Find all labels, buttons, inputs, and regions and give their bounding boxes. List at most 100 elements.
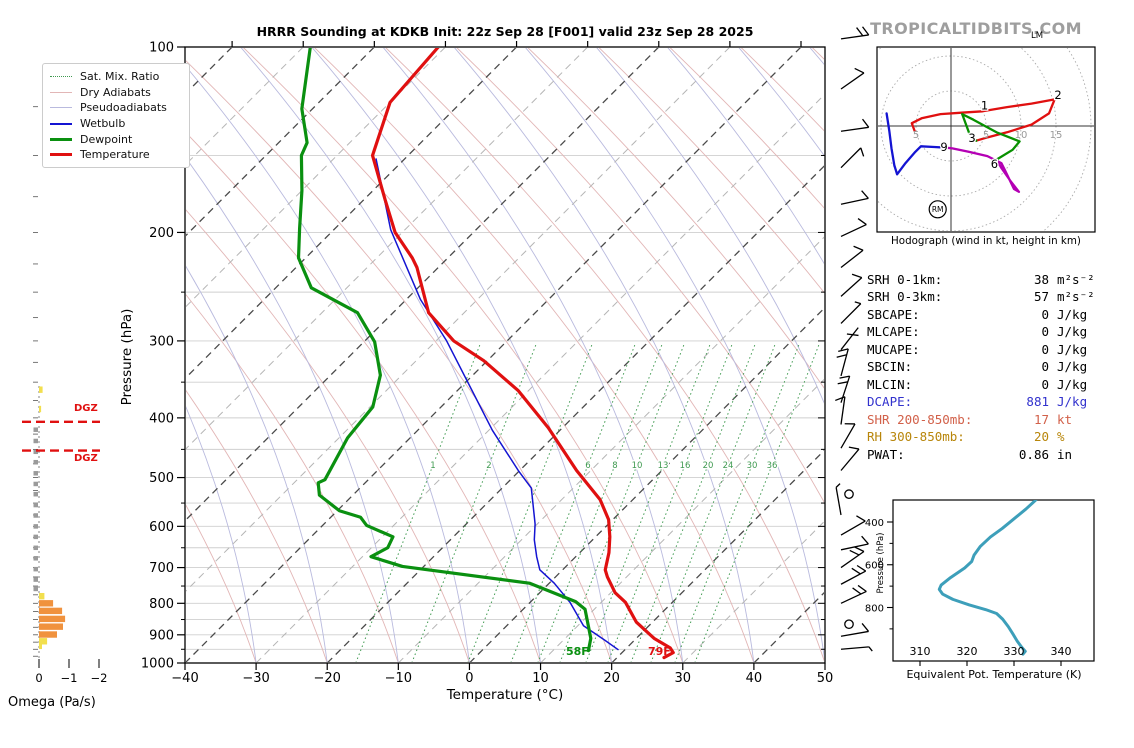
svg-text:20: 20 [703,461,714,471]
theta-e-curve [937,500,1038,656]
svg-text:900: 900 [149,628,174,643]
svg-text:13: 13 [658,461,669,471]
svg-text:−1: −1 [61,671,78,685]
wind-barb [840,515,866,536]
svg-text:30: 30 [675,671,692,686]
dgz-lower-label: DGZ [74,453,98,464]
hodograph-caption: Hodograph (wind in kt, height in km) [891,235,1081,247]
legend-item-dry-adiabats: Dry Adiabats [50,85,182,101]
sat-mix-ratio-line-sample [50,76,72,78]
wind-barb [840,564,867,585]
wind-barb-column [835,26,873,652]
svg-text:10: 10 [532,671,549,686]
svg-text:1000: 1000 [141,657,174,672]
wind-barb [840,327,859,351]
omega-axis-title: Omega (Pa/s) [8,695,96,710]
legend-item-sat-mix-ratio: Sat. Mix. Ratio [50,69,182,85]
hodograph-trace-9km+ [885,112,948,176]
skewt-plot: 1 2 6 8 10 13 16 20 24 30 36 [186,48,824,662]
svg-text:400: 400 [865,518,884,529]
wind-barb [840,546,865,569]
legend-label: Wetbulb [80,117,126,131]
svg-text:330: 330 [1004,645,1025,658]
legend-item-pseudoadiabats: Pseudoadiabats [50,100,182,116]
indices-panel: SRH 0-1km: 38 m²s⁻² SRH 0-3km: 57 m²s⁻² SBCA… [867,271,1119,463]
hodograph-trace-3-6km [961,112,1021,161]
wind-barb [840,446,860,471]
wetbulb-line-sample [50,122,72,125]
svg-text:8: 8 [612,461,617,471]
legend-label: Sat. Mix. Ratio [80,70,160,84]
dewpoint-curve [296,48,593,653]
svg-text:5: 5 [913,130,919,141]
index-row-dcape: DCAPE: 881 J/kg [867,394,1088,410]
wind-barb [835,396,846,425]
legend-label: Dry Adiabats [80,85,151,99]
svg-text:700: 700 [149,561,174,576]
left-mover-label: LM [1031,31,1044,41]
svg-text:320: 320 [957,645,978,658]
page-title: HRRR Sounding at KDKB Init: 22z Sep 28 [… [256,24,754,39]
svg-text:400: 400 [149,411,174,426]
svg-text:300: 300 [149,334,174,349]
dry-adiabat-line-sample [50,91,72,93]
legend-box: Sat. Mix. Ratio Dry Adiabats Pseudoadiab… [42,63,190,168]
svg-text:24: 24 [723,461,734,471]
temperature-curve [370,48,675,660]
theta-e-x-axis-title: Equivalent Pot. Temperature (K) [906,668,1082,681]
svg-text:6: 6 [585,461,590,471]
wind-barb [840,218,867,238]
wind-barb [835,483,842,516]
wind-barb [840,423,856,449]
hodograph-trace-6-9km [944,146,1021,193]
svg-text:50: 50 [817,671,834,686]
svg-text:−10: −10 [385,671,412,686]
legend-label: Dewpoint [80,132,133,146]
wind-barb [840,623,870,637]
svg-text:40: 40 [746,671,763,686]
svg-text:310: 310 [910,645,931,658]
index-row-mlcape: MLCAPE: 0 J/kg [867,324,1088,340]
pseudoadiabat-line-sample [50,107,72,109]
wind-barb [836,348,849,377]
svg-text:340: 340 [1051,645,1072,658]
svg-text:100: 100 [149,41,174,56]
hodograph: 5 5 10 15 1 2 3 6 9 RM [876,46,1096,233]
svg-text:36: 36 [767,461,778,471]
skewt-y-axis-title: Pressure (hPa) [119,308,135,406]
index-row-mucape: MUCAPE: 0 J/kg [867,341,1088,357]
svg-text:−30: −30 [242,671,269,686]
index-row-pwat: PWAT: 0.86 in [867,446,1073,462]
site-logo: TROPICALTIDBITS.COM [870,19,1082,38]
wind-barb [844,489,854,500]
wind-barb [840,67,865,90]
index-row-sbcin: SBCIN: 0 J/kg [867,359,1088,375]
dgz-upper-label: DGZ [74,403,98,414]
legend-item-temperature: Temperature [50,147,182,163]
svg-text:800: 800 [865,603,884,614]
svg-text:−20: −20 [314,671,341,686]
omega-panel: 0 −1 −2 [22,106,108,685]
index-row-shr: SHR 200-850mb: 17 kt [867,411,1073,427]
svg-text:30: 30 [747,461,758,471]
legend-label: Pseudoadiabats [80,101,167,115]
svg-text:−2: −2 [91,671,108,685]
index-row-srh-0-1km: SRH 0-1km: 38 m²s⁻² [867,272,1095,287]
wind-barb [840,301,862,324]
legend-item-dewpoint: Dewpoint [50,131,182,147]
index-row-mlcin: MLCIN: 0 J/kg [867,376,1088,392]
svg-text:5: 5 [983,130,989,141]
wind-barb [840,118,870,132]
wind-barb [840,646,873,652]
wind-barb [840,190,869,205]
svg-text:200: 200 [149,226,174,241]
svg-text:500: 500 [149,471,174,486]
theta-e-panel: 400 600 800 310 320 330 340 [865,499,1095,666]
surface-temperature-label: 79F [648,645,671,658]
dewpoint-line-sample [50,137,72,141]
legend-item-wetbulb: Wetbulb [50,116,182,132]
surface-dewpoint-label: 58F [566,645,589,658]
